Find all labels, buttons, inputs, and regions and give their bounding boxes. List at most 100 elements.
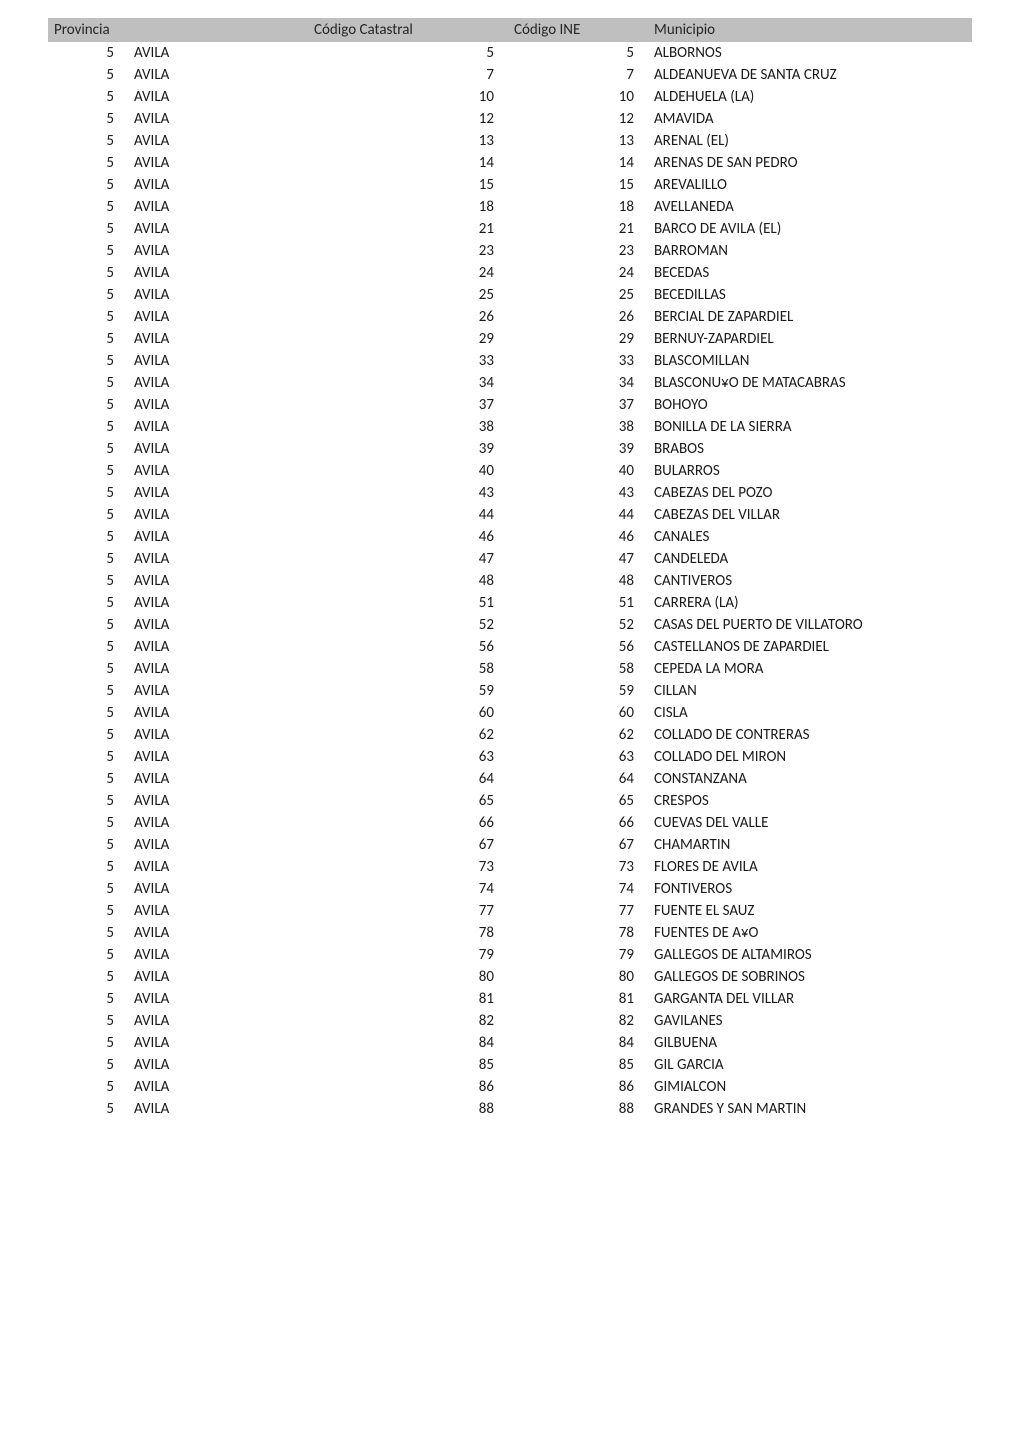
cell-prov-code: 5 — [48, 636, 128, 658]
cell-codigo-catastral: 33 — [308, 350, 508, 372]
cell-codigo-ine: 77 — [508, 900, 648, 922]
cell-codigo-ine: 52 — [508, 614, 648, 636]
cell-prov-code: 5 — [48, 1032, 128, 1054]
cell-codigo-catastral: 18 — [308, 196, 508, 218]
cell-prov-name: AVILA — [128, 878, 308, 900]
cell-prov-name: AVILA — [128, 1010, 308, 1032]
cell-codigo-ine: 15 — [508, 174, 648, 196]
cell-codigo-catastral: 46 — [308, 526, 508, 548]
cell-prov-name: AVILA — [128, 130, 308, 152]
cell-codigo-ine: 63 — [508, 746, 648, 768]
cell-prov-code: 5 — [48, 108, 128, 130]
cell-prov-code: 5 — [48, 988, 128, 1010]
cell-codigo-ine: 78 — [508, 922, 648, 944]
cell-prov-code: 5 — [48, 592, 128, 614]
cell-codigo-ine: 73 — [508, 856, 648, 878]
cell-codigo-catastral: 67 — [308, 834, 508, 856]
cell-prov-name: AVILA — [128, 526, 308, 548]
cell-codigo-ine: 38 — [508, 416, 648, 438]
cell-codigo-catastral: 77 — [308, 900, 508, 922]
table-row: 5AVILA55ALBORNOS — [48, 42, 972, 64]
cell-prov-code: 5 — [48, 438, 128, 460]
cell-codigo-ine: 5 — [508, 42, 648, 64]
table-row: 5AVILA4646CANALES — [48, 526, 972, 548]
cell-municipio: CARRERA (LA) — [648, 592, 972, 614]
cell-codigo-catastral: 38 — [308, 416, 508, 438]
cell-municipio: CANDELEDA — [648, 548, 972, 570]
cell-municipio: ALBORNOS — [648, 42, 972, 64]
cell-codigo-catastral: 34 — [308, 372, 508, 394]
cell-prov-code: 5 — [48, 1098, 128, 1120]
table-row: 5AVILA2929BERNUY-ZAPARDIEL — [48, 328, 972, 350]
cell-municipio: COLLADO DEL MIRON — [648, 746, 972, 768]
cell-codigo-ine: 51 — [508, 592, 648, 614]
cell-municipio: ALDEANUEVA DE SANTA CRUZ — [648, 64, 972, 86]
cell-codigo-ine: 65 — [508, 790, 648, 812]
cell-prov-code: 5 — [48, 856, 128, 878]
cell-municipio: BARCO DE AVILA (EL) — [648, 218, 972, 240]
table-row: 5AVILA1212AMAVIDA — [48, 108, 972, 130]
cell-codigo-catastral: 81 — [308, 988, 508, 1010]
cell-prov-name: AVILA — [128, 86, 308, 108]
header-codigo-ine: Código INE — [508, 18, 648, 42]
cell-prov-code: 5 — [48, 262, 128, 284]
cell-prov-name: AVILA — [128, 1054, 308, 1076]
cell-codigo-catastral: 44 — [308, 504, 508, 526]
table-row: 5AVILA2424BECEDAS — [48, 262, 972, 284]
cell-codigo-catastral: 47 — [308, 548, 508, 570]
cell-codigo-catastral: 12 — [308, 108, 508, 130]
cell-codigo-catastral: 14 — [308, 152, 508, 174]
table-row: 5AVILA3333BLASCOMILLAN — [48, 350, 972, 372]
table-row: 5AVILA3737BOHOYO — [48, 394, 972, 416]
cell-prov-name: AVILA — [128, 218, 308, 240]
cell-prov-name: AVILA — [128, 504, 308, 526]
cell-prov-name: AVILA — [128, 812, 308, 834]
cell-codigo-ine: 86 — [508, 1076, 648, 1098]
table-row: 5AVILA8484GILBUENA — [48, 1032, 972, 1054]
cell-prov-name: AVILA — [128, 680, 308, 702]
table-row: 5AVILA6565CRESPOS — [48, 790, 972, 812]
table-row: 5AVILA8080GALLEGOS DE SOBRINOS — [48, 966, 972, 988]
cell-prov-name: AVILA — [128, 1032, 308, 1054]
cell-prov-code: 5 — [48, 768, 128, 790]
header-municipio: Municipio — [648, 18, 972, 42]
cell-codigo-catastral: 58 — [308, 658, 508, 680]
table-row: 5AVILA6363COLLADO DEL MIRON — [48, 746, 972, 768]
table-row: 5AVILA3838BONILLA DE LA SIERRA — [48, 416, 972, 438]
cell-codigo-catastral: 88 — [308, 1098, 508, 1120]
cell-prov-name: AVILA — [128, 328, 308, 350]
cell-codigo-catastral: 65 — [308, 790, 508, 812]
cell-prov-code: 5 — [48, 526, 128, 548]
cell-prov-name: AVILA — [128, 768, 308, 790]
header-provincia: Provincia — [48, 18, 308, 42]
cell-codigo-catastral: 37 — [308, 394, 508, 416]
table-row: 5AVILA2121BARCO DE AVILA (EL) — [48, 218, 972, 240]
cell-prov-code: 5 — [48, 548, 128, 570]
cell-prov-code: 5 — [48, 922, 128, 944]
cell-codigo-catastral: 39 — [308, 438, 508, 460]
cell-codigo-ine: 58 — [508, 658, 648, 680]
cell-codigo-catastral: 48 — [308, 570, 508, 592]
table-row: 5AVILA6464CONSTANZANA — [48, 768, 972, 790]
cell-prov-name: AVILA — [128, 284, 308, 306]
cell-municipio: GRANDES Y SAN MARTIN — [648, 1098, 972, 1120]
cell-prov-code: 5 — [48, 306, 128, 328]
cell-codigo-ine: 80 — [508, 966, 648, 988]
cell-codigo-catastral: 52 — [308, 614, 508, 636]
table-row: 5AVILA6666CUEVAS DEL VALLE — [48, 812, 972, 834]
cell-codigo-catastral: 62 — [308, 724, 508, 746]
cell-prov-code: 5 — [48, 570, 128, 592]
cell-prov-code: 5 — [48, 328, 128, 350]
cell-municipio: BECEDILLAS — [648, 284, 972, 306]
table-row: 5AVILA2626BERCIAL DE ZAPARDIEL — [48, 306, 972, 328]
cell-codigo-catastral: 5 — [308, 42, 508, 64]
table-row: 5AVILA4040BULARROS — [48, 460, 972, 482]
cell-codigo-ine: 18 — [508, 196, 648, 218]
cell-prov-code: 5 — [48, 350, 128, 372]
cell-prov-code: 5 — [48, 680, 128, 702]
table-row: 5AVILA7373FLORES DE AVILA — [48, 856, 972, 878]
cell-codigo-catastral: 56 — [308, 636, 508, 658]
cell-codigo-ine: 56 — [508, 636, 648, 658]
cell-codigo-ine: 24 — [508, 262, 648, 284]
cell-prov-name: AVILA — [128, 658, 308, 680]
